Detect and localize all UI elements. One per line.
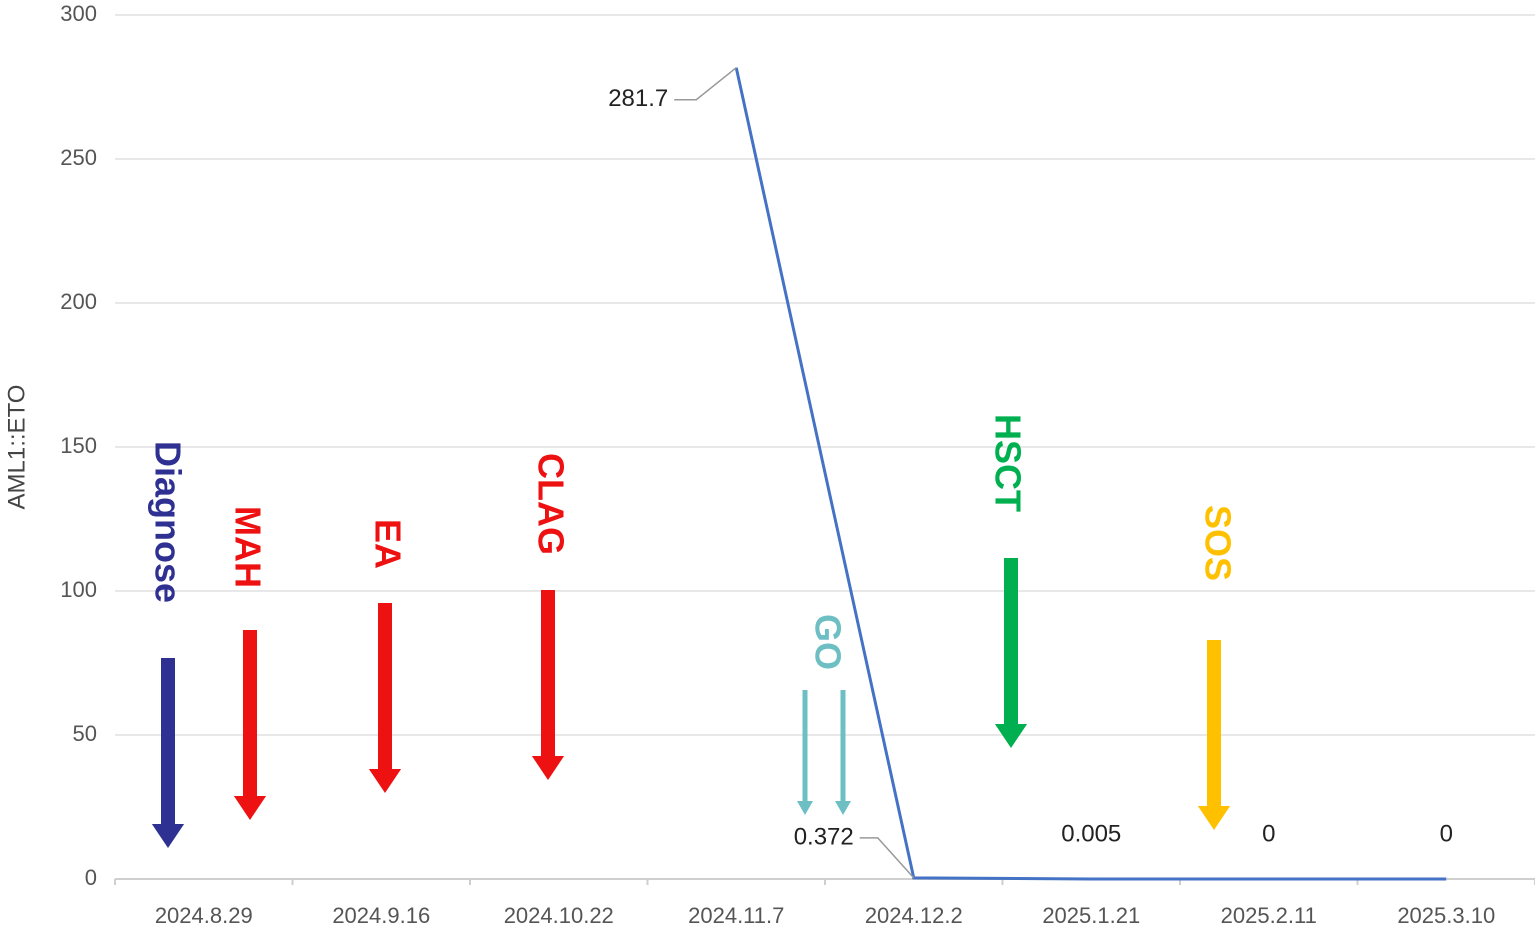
y-axis-label: AML1::ETO	[3, 385, 30, 510]
data-label: 0.005	[1061, 820, 1121, 847]
annotation-arrow	[797, 690, 813, 815]
y-tick-label: 50	[73, 721, 97, 746]
data-line	[734, 67, 1447, 881]
leader-line	[859, 837, 915, 879]
annotation-arrow	[531, 590, 565, 780]
annotation-arrow	[1197, 640, 1231, 830]
annotation-label: GO	[807, 614, 848, 670]
x-tick-label: 2024.11.7	[688, 903, 784, 928]
leader-line	[674, 67, 737, 101]
y-tick-label: 200	[60, 289, 97, 314]
data-label: 0	[1440, 820, 1453, 847]
annotation-label: CLAG	[530, 453, 571, 555]
annotation-arrow	[233, 630, 267, 820]
x-tick-label: 2025.1.21	[1042, 903, 1140, 928]
annotation-label: EA	[367, 519, 408, 569]
x-tick-label: 2024.12.2	[865, 903, 963, 928]
y-tick-label: 250	[60, 145, 97, 170]
annotation-label: HSCT	[987, 414, 1028, 512]
y-tick-label: 150	[60, 433, 97, 458]
annotation-label: SOS	[1197, 505, 1238, 581]
x-tick-label: 2025.2.11	[1221, 903, 1317, 928]
x-tick-label: 2024.9.16	[332, 903, 430, 928]
y-tick-label: 100	[60, 577, 97, 602]
annotation-arrow	[994, 558, 1028, 748]
data-label: 0	[1262, 820, 1275, 847]
annotation-arrow	[151, 658, 185, 848]
data-label: 0.372	[794, 823, 854, 850]
annotation-label: Diagnose	[147, 441, 188, 603]
annotation-arrow	[835, 690, 851, 815]
data-label: 281.7	[608, 85, 668, 112]
annotation-arrow	[368, 603, 402, 793]
x-tick-label: 2025.3.10	[1397, 903, 1495, 928]
annotation-label: MAH	[227, 506, 268, 588]
x-tick-label: 2024.10.22	[504, 903, 614, 928]
y-tick-label: 0	[85, 865, 97, 890]
y-tick-label: 300	[60, 1, 97, 26]
x-tick-label: 2024.8.29	[155, 903, 253, 928]
